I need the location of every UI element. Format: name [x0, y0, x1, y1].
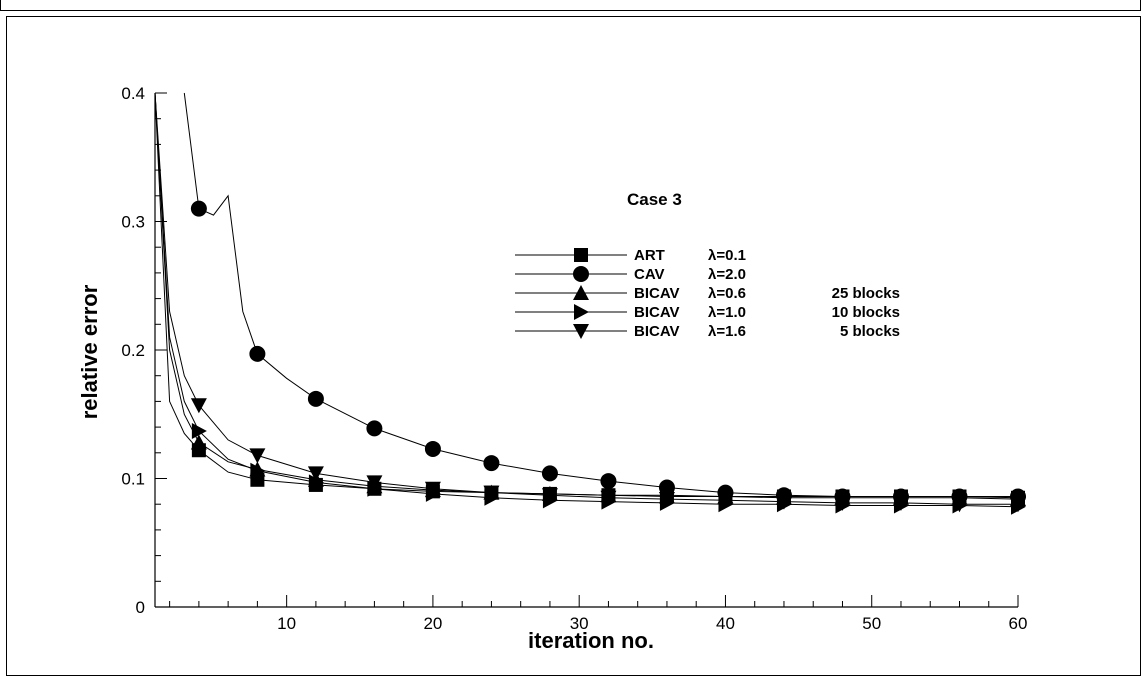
data-point-triangle-down — [892, 495, 909, 511]
data-point-triangle-right — [308, 474, 324, 491]
data-point-triangle-down — [951, 497, 968, 513]
data-point-triangle-up — [190, 434, 207, 450]
legend-series-param: λ=1.6 — [708, 323, 746, 340]
series-line-circle — [183, 92, 1018, 497]
legend-series-blocks: 25 blocks — [832, 285, 900, 302]
y-tick-label: 0 — [136, 598, 145, 617]
x-axis-title: iteration no. — [528, 628, 654, 653]
x-tick-label: 60 — [1009, 614, 1028, 633]
data-point-triangle-down — [307, 466, 324, 482]
data-point-triangle-down — [483, 485, 500, 501]
legend-series-param: λ=1.0 — [708, 304, 746, 321]
legend-marker-triangle-right — [574, 304, 589, 320]
data-point-triangle-down — [1010, 497, 1026, 513]
legend: ART λ=0.1 CAV λ=2.0 BICAV λ=0.6 25 blocks BICAV… — [515, 247, 900, 340]
y-tick-label: 0.1 — [121, 470, 145, 489]
axes — [154, 93, 1018, 608]
data-point-circle — [658, 479, 675, 496]
data-point-circle — [307, 390, 324, 407]
legend-series-param: λ=0.6 — [708, 285, 746, 302]
data-point-triangle-down — [249, 448, 266, 464]
legend-marker-square — [574, 248, 588, 262]
legend-series-name: ART — [634, 247, 665, 264]
data-point-circle — [424, 440, 441, 457]
data-point-circle — [190, 200, 207, 217]
legend-marker-triangle-up — [573, 285, 589, 300]
data-point-triangle-down — [775, 494, 792, 510]
y-tick-label: 0.2 — [121, 341, 145, 360]
data-point-triangle-down — [834, 495, 851, 511]
legend-series-blocks: 5 blocks — [840, 323, 900, 340]
legend-series-param: λ=0.1 — [708, 247, 746, 264]
x-tick-label: 20 — [423, 614, 442, 633]
legend-series-name: BICAV — [634, 285, 680, 302]
legend-series-name: BICAV — [634, 304, 680, 321]
y-tick-label: 0.4 — [121, 84, 145, 103]
legend-series-name: CAV — [634, 266, 665, 283]
x-tick-label: 50 — [862, 614, 881, 633]
y-tick-label: 0.3 — [121, 213, 145, 232]
data-point-triangle-down — [541, 488, 558, 504]
x-tick-label: 10 — [277, 614, 296, 633]
legend-series-blocks: 10 blocks — [832, 304, 900, 321]
data-point-triangle-down — [424, 481, 441, 497]
y-axis-title: relative error — [77, 284, 102, 419]
legend-marker-circle — [573, 266, 589, 282]
data-point-triangle-down — [658, 492, 675, 508]
data-point-triangle-right — [250, 462, 266, 479]
data-point-triangle-down — [717, 493, 734, 509]
legend-marker-triangle-down — [573, 324, 589, 339]
data-point-circle — [541, 465, 558, 482]
series-markers — [190, 200, 1026, 515]
data-point-triangle-down — [366, 475, 383, 491]
axis-ticks: 10 20 30 40 50 60 0 0.1 0.2 0.3 0.4 — [121, 84, 1027, 633]
chart-title: Case 3 — [627, 190, 682, 209]
data-point-triangle-right — [191, 422, 207, 439]
data-point-circle — [249, 345, 266, 362]
data-point-circle — [600, 473, 617, 490]
legend-series-param: λ=2.0 — [708, 266, 746, 283]
data-point-circle — [366, 420, 383, 437]
legend-series-name: BICAV — [634, 323, 680, 340]
data-point-triangle-down — [190, 398, 207, 414]
x-tick-label: 30 — [570, 614, 589, 633]
data-point-circle — [483, 455, 500, 472]
x-tick-label: 40 — [716, 614, 735, 633]
top-frame-border — [0, 0, 1141, 11]
data-point-triangle-down — [600, 490, 617, 506]
